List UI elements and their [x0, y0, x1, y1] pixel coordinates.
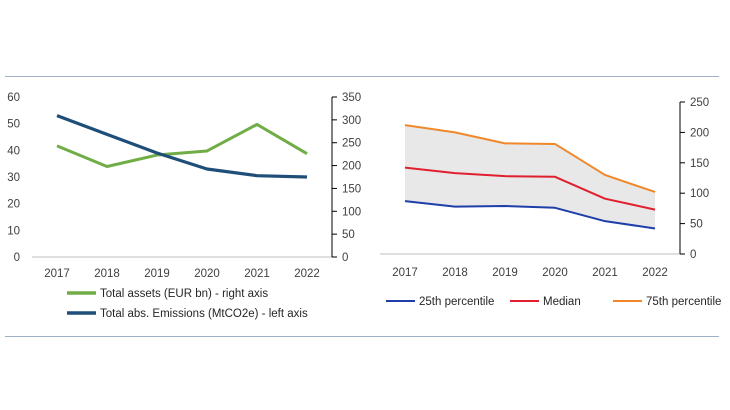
right-chart-x-tick-label: 2020 [542, 267, 568, 279]
left-axis-tick-label: 10 [7, 225, 20, 237]
top-divider [5, 76, 719, 77]
right-chart-series-line-0 [404, 200, 656, 230]
right-chart-y-tick-label: 250 [690, 97, 709, 109]
right-chart-y-tick-label: 200 [690, 127, 709, 139]
left-axis-tick-label: 40 [7, 145, 20, 157]
left-axis-tick-label: 0 [14, 252, 20, 264]
left-axis-tick-label: 30 [7, 172, 20, 184]
left-legend-label-0: Total assets (EUR bn) - right axis [100, 288, 268, 300]
right-chart-y-tick-label: 50 [690, 219, 703, 231]
right-chart-y-tick-label: 0 [690, 249, 696, 261]
right-axis-tick-label: 100 [342, 206, 361, 218]
right-chart-x-tick-label: 2021 [592, 267, 618, 279]
right-chart-y-tick-label: 150 [690, 158, 709, 170]
right-chart-series-line-1 [404, 166, 656, 211]
left-axis-tick-label: 20 [7, 199, 20, 211]
right-legend-label-0: 25th percentile [419, 296, 494, 308]
right-chart-y-tick-label: 100 [690, 188, 709, 200]
right-axis-tick-label: 250 [342, 138, 361, 150]
left-chart-series-line-0 [56, 122, 308, 168]
right-chart-x-tick-label: 2022 [642, 267, 668, 279]
left-chart-x-tick-label: 2018 [94, 268, 120, 280]
right-axis-tick-label: 50 [342, 229, 355, 241]
right-legend-label-1: Median [543, 296, 581, 308]
left-legend-label-1: Total abs. Emissions (MtCO2e) - left axi… [100, 308, 308, 320]
right-axis-tick-label: 150 [342, 183, 361, 195]
left-axis-tick-label: 50 [7, 119, 20, 131]
left-axis-tick-label: 60 [7, 92, 20, 104]
right-chart-x-tick-label: 2019 [492, 267, 518, 279]
left-chart-x-tick-label: 2021 [244, 268, 270, 280]
left-chart-x-tick-label: 2020 [194, 268, 220, 280]
right-axis-tick-label: 200 [342, 161, 361, 173]
left-chart-x-tick-label: 2019 [144, 268, 170, 280]
right-axis-tick-label: 0 [342, 252, 348, 264]
right-chart-series-line-2 [404, 124, 656, 193]
right-axis-tick-label: 300 [342, 115, 361, 127]
right-chart-x-tick-label: 2017 [392, 267, 418, 279]
left-chart-series-line-1 [56, 114, 308, 179]
right-chart-x-tick-label: 2018 [442, 267, 468, 279]
bottom-divider [5, 336, 719, 337]
right-axis-tick-label: 350 [342, 92, 361, 104]
left-chart-x-tick-label: 2017 [44, 268, 70, 280]
right-legend-label-2: 75th percentile [646, 296, 721, 308]
left-chart-x-tick-label: 2022 [294, 268, 320, 280]
